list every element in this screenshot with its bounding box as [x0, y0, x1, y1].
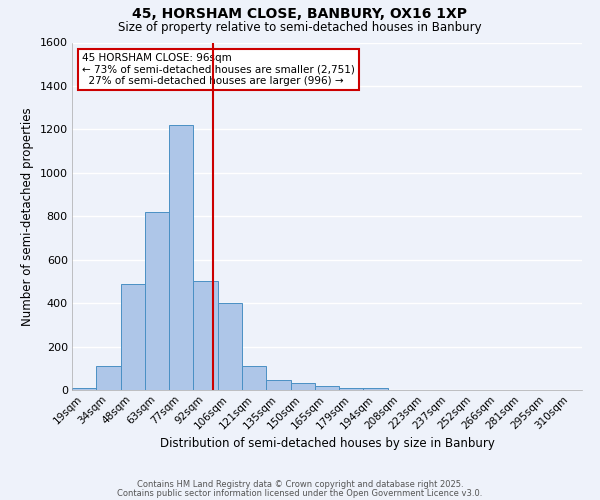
- X-axis label: Distribution of semi-detached houses by size in Banbury: Distribution of semi-detached houses by …: [160, 436, 494, 450]
- Bar: [145, 212, 169, 390]
- Text: 45, HORSHAM CLOSE, BANBURY, OX16 1XP: 45, HORSHAM CLOSE, BANBURY, OX16 1XP: [133, 8, 467, 22]
- Bar: [169, 125, 193, 390]
- Bar: [315, 386, 339, 390]
- Bar: [266, 380, 290, 390]
- Text: Size of property relative to semi-detached houses in Banbury: Size of property relative to semi-detach…: [118, 21, 482, 34]
- Bar: [242, 366, 266, 390]
- Y-axis label: Number of semi-detached properties: Number of semi-detached properties: [21, 107, 34, 326]
- Text: 45 HORSHAM CLOSE: 96sqm
← 73% of semi-detached houses are smaller (2,751)
  27% : 45 HORSHAM CLOSE: 96sqm ← 73% of semi-de…: [82, 53, 355, 86]
- Bar: [121, 284, 145, 390]
- Bar: [290, 384, 315, 390]
- Bar: [339, 388, 364, 390]
- Bar: [96, 366, 121, 390]
- Bar: [193, 282, 218, 390]
- Text: Contains HM Land Registry data © Crown copyright and database right 2025.: Contains HM Land Registry data © Crown c…: [137, 480, 463, 489]
- Text: Contains public sector information licensed under the Open Government Licence v3: Contains public sector information licen…: [118, 488, 482, 498]
- Bar: [364, 388, 388, 390]
- Bar: [218, 303, 242, 390]
- Bar: [72, 388, 96, 390]
